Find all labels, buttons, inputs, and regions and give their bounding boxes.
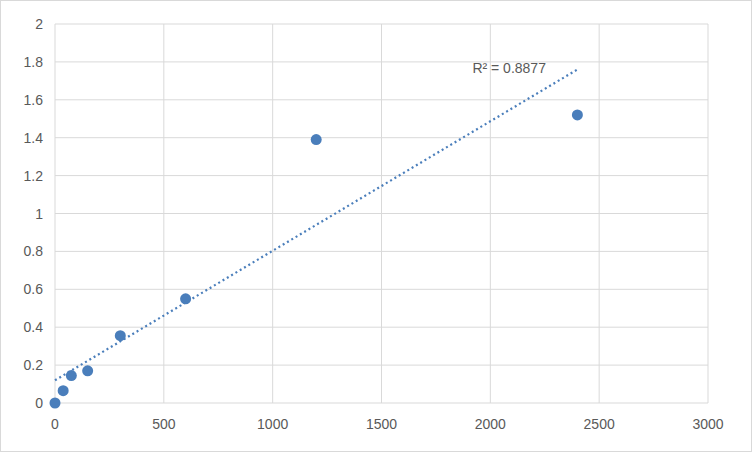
y-tick-label: 1.6 <box>24 92 44 108</box>
y-tick-label: 1 <box>35 206 43 222</box>
trendline <box>55 69 577 380</box>
x-grid-line <box>490 24 491 403</box>
annotation: R² = 0.8877 <box>472 60 546 76</box>
x-grid-line <box>381 24 382 403</box>
point <box>50 398 61 409</box>
point <box>82 365 93 376</box>
y-tick-label: 0.6 <box>24 281 44 297</box>
grid <box>55 24 708 403</box>
chart: 0 0.2 0.4 0.6 0.8 1 1.2 1.4 1.6 1.8 2 0 500 1000 1500 2… <box>0 0 752 452</box>
y-tick-label: 1.8 <box>24 54 44 70</box>
y-tick-label: 0.4 <box>24 319 44 335</box>
y-tick-label: 0 <box>35 395 43 411</box>
x-tick-label: 500 <box>152 416 176 432</box>
x-grid-line <box>708 24 709 403</box>
x-grid-line <box>272 24 273 403</box>
point <box>58 385 69 396</box>
x-tick-label: 0 <box>51 416 59 432</box>
x-grid-line <box>599 24 600 403</box>
y-tick-label: 1.2 <box>24 168 44 184</box>
y-tick-label: 0.2 <box>24 357 44 373</box>
x-tick-label: 3000 <box>692 416 723 432</box>
y-tick-label: 1.4 <box>24 130 44 146</box>
x-grid-line <box>163 24 164 403</box>
x-tick-label: 2000 <box>475 416 506 432</box>
x-grid-line <box>55 24 56 403</box>
x-tick-label: 2500 <box>584 416 615 432</box>
chart-border <box>1 1 752 452</box>
point <box>572 109 583 120</box>
y-tick-label: 0.8 <box>24 243 44 259</box>
x-tick-label: 1000 <box>257 416 288 432</box>
point <box>311 134 322 145</box>
x-tick-label: 1500 <box>366 416 397 432</box>
y-tick-label: 2 <box>35 16 43 32</box>
plot-area <box>50 69 583 408</box>
